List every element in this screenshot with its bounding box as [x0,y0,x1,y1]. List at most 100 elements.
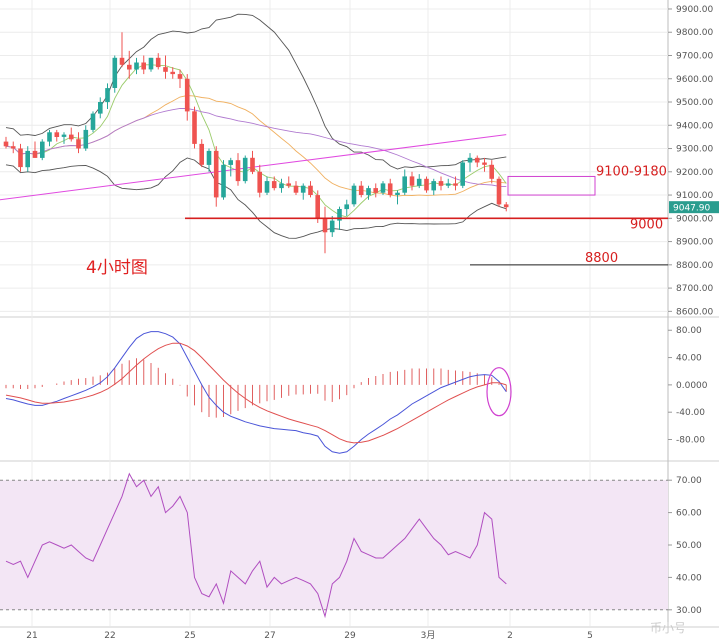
price-annotations: 9100-9180 9000 8800 9047.90 [185,164,719,266]
bollinger-upper [5,13,507,170]
support-label-9000: 9000 [630,217,663,232]
rsi-tick-label-1: 60.00 [676,509,702,519]
candle-body-11 [83,129,89,149]
candle-body-60 [438,181,444,186]
candle-body-40 [293,185,299,193]
chart-title: 4小时图 [86,258,148,278]
candlestick-series [3,32,509,254]
rsi-tick-label-4: 30.00 [676,606,702,616]
candle-body-42 [308,185,313,195]
candle-body-45 [329,220,335,233]
x-tick-label-3: 27 [264,631,275,640]
macd-tick-label-4: -80.00 [676,436,705,446]
rsi-series [0,472,668,619]
candle-body-29 [213,150,219,198]
candle-body-68 [496,178,502,205]
x-tick-label-7: 5 [587,631,593,640]
price-tick-label-12: 8700.00 [676,284,713,294]
macd-line [5,331,507,454]
price-tick-label-7: 9200.00 [676,168,713,178]
moving-averages [0,64,507,218]
x-tick-label-2: 25 [184,631,195,640]
candle-body-53 [387,183,393,195]
macd-tick-label-3: -40.00 [676,408,705,418]
candle-body-28 [206,150,212,165]
candle-body-38 [279,183,284,189]
macd-series [5,331,512,454]
candle-body-14 [105,88,110,103]
candle-body-8 [61,134,67,137]
candle-body-23 [170,71,175,75]
bollinger-lower [5,157,507,239]
candle-body-26 [192,111,197,144]
macd-highlight-ellipse [486,367,512,417]
macd-tick-label-1: 40.00 [676,354,702,364]
macd-signal-line [5,342,507,444]
price-tick-label-2: 9700.00 [676,51,713,61]
candle-body-3 [25,150,30,168]
rsi-tick-label-3: 40.00 [676,573,702,583]
price-tick-label-8: 9100.00 [676,191,713,201]
candle-body-12 [90,113,96,130]
candle-body-65 [474,157,480,163]
x-tick-label-6: 2 [507,631,513,640]
candle-body-58 [424,178,429,191]
x-tick-label-1: 22 [104,631,115,640]
candle-body-50 [366,188,371,196]
candle-body-61 [445,183,451,186]
price-tick-label-5: 9400.00 [676,121,713,131]
candle-body-33 [242,157,248,182]
candle-body-6 [47,132,52,142]
macd-tick-label-2: 0.0000 [676,381,708,391]
candle-body-7 [54,132,60,137]
candle-body-56 [409,176,415,186]
resistance-zone-label: 9100-9180 [596,164,667,179]
candle-body-21 [155,57,161,68]
candle-body-27 [199,143,204,165]
candle-body-2 [18,148,23,168]
rsi-tick-label-2: 50.00 [676,541,702,551]
candle-body-35 [257,171,262,193]
candle-body-67 [489,164,494,179]
candle-body-37 [271,181,277,189]
rsi-tick-label-0: 70.00 [676,476,702,486]
candle-body-54 [395,192,400,195]
candle-body-51 [373,188,378,193]
candle-body-46 [337,209,342,221]
candle-body-43 [315,195,320,219]
candle-body-64 [467,157,473,163]
candle-body-20 [148,57,154,70]
candle-body-59 [431,181,436,191]
candle-body-55 [402,176,407,193]
last-price-label: 9047.90 [673,204,710,214]
candle-body-69 [503,204,509,208]
candle-body-41 [300,185,306,193]
candle-body-17 [127,64,132,70]
candle-body-24 [177,74,183,79]
x-tick-label-5: 3月 [421,630,436,640]
candle-body-44 [322,218,328,233]
candle-body-57 [416,178,422,186]
price-tick-label-9: 9000.00 [676,214,713,224]
last-price-tag [669,201,719,214]
rsi-band [0,480,668,610]
macd-tick-label-0: 80.00 [676,326,702,336]
support-label-8800: 8800 [585,251,618,266]
candle-body-25 [184,78,190,112]
candle-body-0 [3,141,9,147]
candle-body-16 [119,57,125,65]
watermark: 币小号 [650,621,686,635]
candle-body-66 [482,162,487,165]
price-tick-label-10: 8900.00 [676,238,713,248]
axes-layer: 21 22 25 27 29 3月 2 59900.009800.009700.009600.… [26,5,713,640]
price-tick-label-0: 9900.00 [676,5,713,15]
candle-body-18 [134,62,139,70]
candle-body-4 [32,150,38,158]
price-tick-label-1: 9800.00 [676,28,713,38]
candle-body-19 [141,62,146,70]
candle-body-39 [286,183,291,186]
candle-body-63 [460,162,465,186]
candle-body-32 [235,160,241,182]
rsi-line [5,472,507,619]
